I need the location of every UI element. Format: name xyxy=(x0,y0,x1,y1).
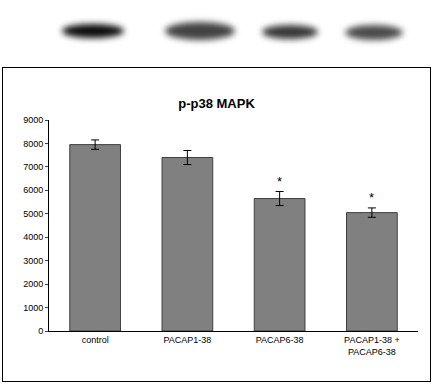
svg-text:3000: 3000 xyxy=(23,256,43,266)
svg-text:2000: 2000 xyxy=(23,279,43,289)
svg-text:0: 0 xyxy=(38,326,43,336)
svg-text:PACAP1-38: PACAP1-38 xyxy=(163,335,211,345)
svg-text:1000: 1000 xyxy=(23,303,43,313)
svg-text:p-p38 MAPK: p-p38 MAPK xyxy=(178,96,255,111)
svg-text:9000: 9000 xyxy=(23,115,43,125)
svg-text:8000: 8000 xyxy=(23,139,43,149)
svg-text:7000: 7000 xyxy=(23,162,43,172)
svg-text:PACAP6-38: PACAP6-38 xyxy=(256,335,304,345)
svg-text:PACAP1-38 +PACAP6-38: PACAP1-38 +PACAP6-38 xyxy=(344,335,400,357)
svg-text:5000: 5000 xyxy=(23,209,43,219)
svg-text:*: * xyxy=(277,174,282,189)
svg-text:4000: 4000 xyxy=(23,232,43,242)
svg-text:control: control xyxy=(82,335,109,345)
svg-text:*: * xyxy=(369,190,374,205)
svg-text:6000: 6000 xyxy=(23,185,43,195)
